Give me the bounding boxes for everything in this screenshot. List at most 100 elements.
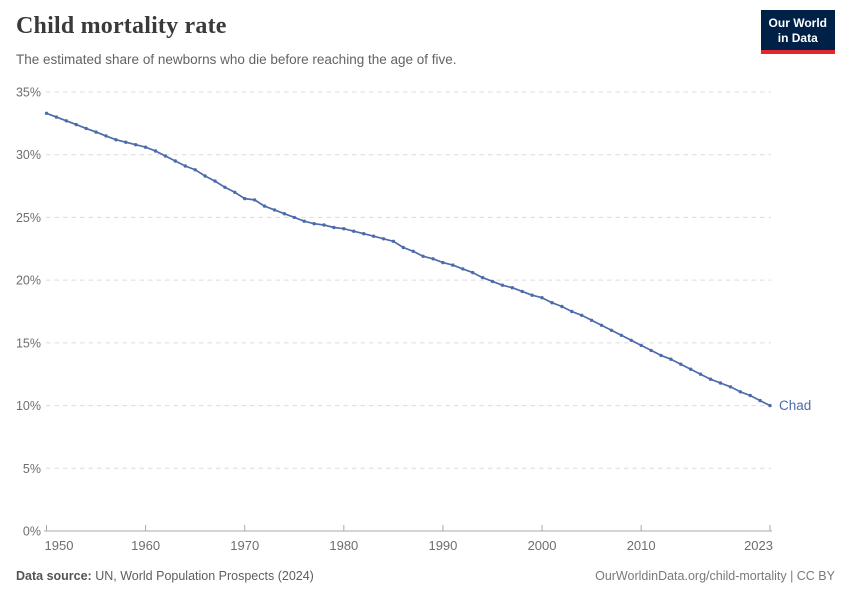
data-point (550, 301, 554, 305)
data-point (649, 348, 653, 353)
data-point (619, 333, 623, 337)
data-point (530, 293, 534, 297)
data-point (74, 122, 78, 127)
credit-link[interactable]: OurWorldinData.org/child-mortality | CC … (595, 569, 835, 583)
data-point (64, 119, 69, 123)
data-point (233, 190, 237, 194)
data-point (500, 283, 505, 287)
data-point (490, 279, 495, 284)
data-point (352, 229, 356, 233)
data-point (381, 237, 386, 241)
data-point (44, 111, 49, 116)
data-point (243, 196, 247, 201)
data-point (213, 179, 217, 183)
data-point (322, 223, 326, 227)
owid-logo[interactable]: Our World in Data (760, 10, 835, 54)
data-point (163, 154, 168, 158)
data-point (689, 367, 693, 371)
data-point (54, 115, 59, 119)
data-point (441, 260, 445, 265)
data-point (391, 239, 396, 243)
data-point (134, 143, 138, 147)
data-point (748, 393, 752, 398)
x-tick-label: 1990 (428, 538, 457, 553)
data-point (659, 353, 663, 358)
data-point (104, 134, 108, 138)
y-axis-label: 25% (16, 211, 41, 225)
data-point (114, 138, 118, 142)
y-axis-label: 10% (16, 399, 41, 413)
data-point (669, 357, 673, 361)
data-point (371, 234, 376, 238)
data-point (272, 208, 277, 212)
data-point (203, 174, 207, 178)
data-point (421, 254, 425, 258)
data-point (223, 185, 227, 189)
owid-logo-line2: in Data (777, 31, 818, 45)
data-point (262, 204, 267, 208)
data-point (560, 304, 564, 309)
data-point (679, 362, 683, 366)
data-point (193, 168, 197, 172)
data-point (480, 275, 485, 280)
y-axis-label: 15% (16, 336, 41, 350)
x-tick-label: 1960 (131, 538, 160, 553)
data-point (411, 249, 415, 253)
data-point (401, 245, 405, 250)
data-point (629, 338, 633, 342)
series-line-chad[interactable] (45, 112, 771, 407)
series-end-label[interactable]: Chad (779, 398, 811, 413)
data-point (183, 164, 187, 168)
page-title: Child mortality rate (16, 13, 227, 39)
y-axis-label: 5% (23, 462, 41, 476)
data-source-label: Data source: (16, 569, 92, 583)
data-source-note: Data source: UN, World Population Prospe… (16, 569, 314, 583)
data-source-text: UN, World Population Prospects (2024) (95, 569, 314, 583)
data-point (252, 198, 257, 202)
chart-subtitle: The estimated share of newborns who die … (16, 52, 457, 67)
data-point (718, 381, 723, 385)
data-point (758, 398, 762, 403)
y-axis-label: 0% (23, 525, 41, 539)
y-axis-label: 20% (16, 274, 41, 288)
data-point (153, 149, 158, 153)
data-point (362, 232, 366, 236)
x-tick-label: 1970 (230, 538, 259, 553)
x-tick-label: 1980 (329, 538, 358, 553)
data-point (332, 225, 336, 230)
y-axis-label: 35% (16, 86, 41, 100)
data-point (124, 140, 128, 144)
data-point (698, 372, 703, 376)
data-point (143, 145, 148, 149)
x-tick-label: 1950 (45, 538, 74, 553)
data-point (84, 126, 88, 131)
data-point (312, 222, 316, 226)
data-point (282, 212, 287, 216)
x-tick-label: 2023 (744, 538, 773, 553)
data-point (520, 289, 524, 294)
data-point (461, 267, 465, 271)
data-point (728, 385, 733, 389)
x-tick-label: 2010 (627, 538, 656, 553)
data-point (431, 257, 435, 261)
data-point (94, 130, 98, 134)
x-tick-label: 2000 (528, 538, 557, 553)
data-point (708, 377, 713, 381)
data-point (639, 343, 643, 348)
owid-logo-line1: Our World (768, 16, 827, 30)
y-axis-label: 30% (16, 148, 41, 162)
data-point (471, 270, 475, 275)
data-point (768, 403, 772, 408)
data-point (510, 286, 514, 290)
data-point (451, 263, 455, 267)
data-point (540, 296, 544, 300)
data-point (738, 390, 742, 394)
data-point (302, 219, 306, 223)
data-point (292, 215, 296, 220)
data-point (599, 323, 604, 327)
data-point (173, 159, 177, 163)
data-point (580, 313, 584, 317)
data-point (609, 328, 614, 332)
